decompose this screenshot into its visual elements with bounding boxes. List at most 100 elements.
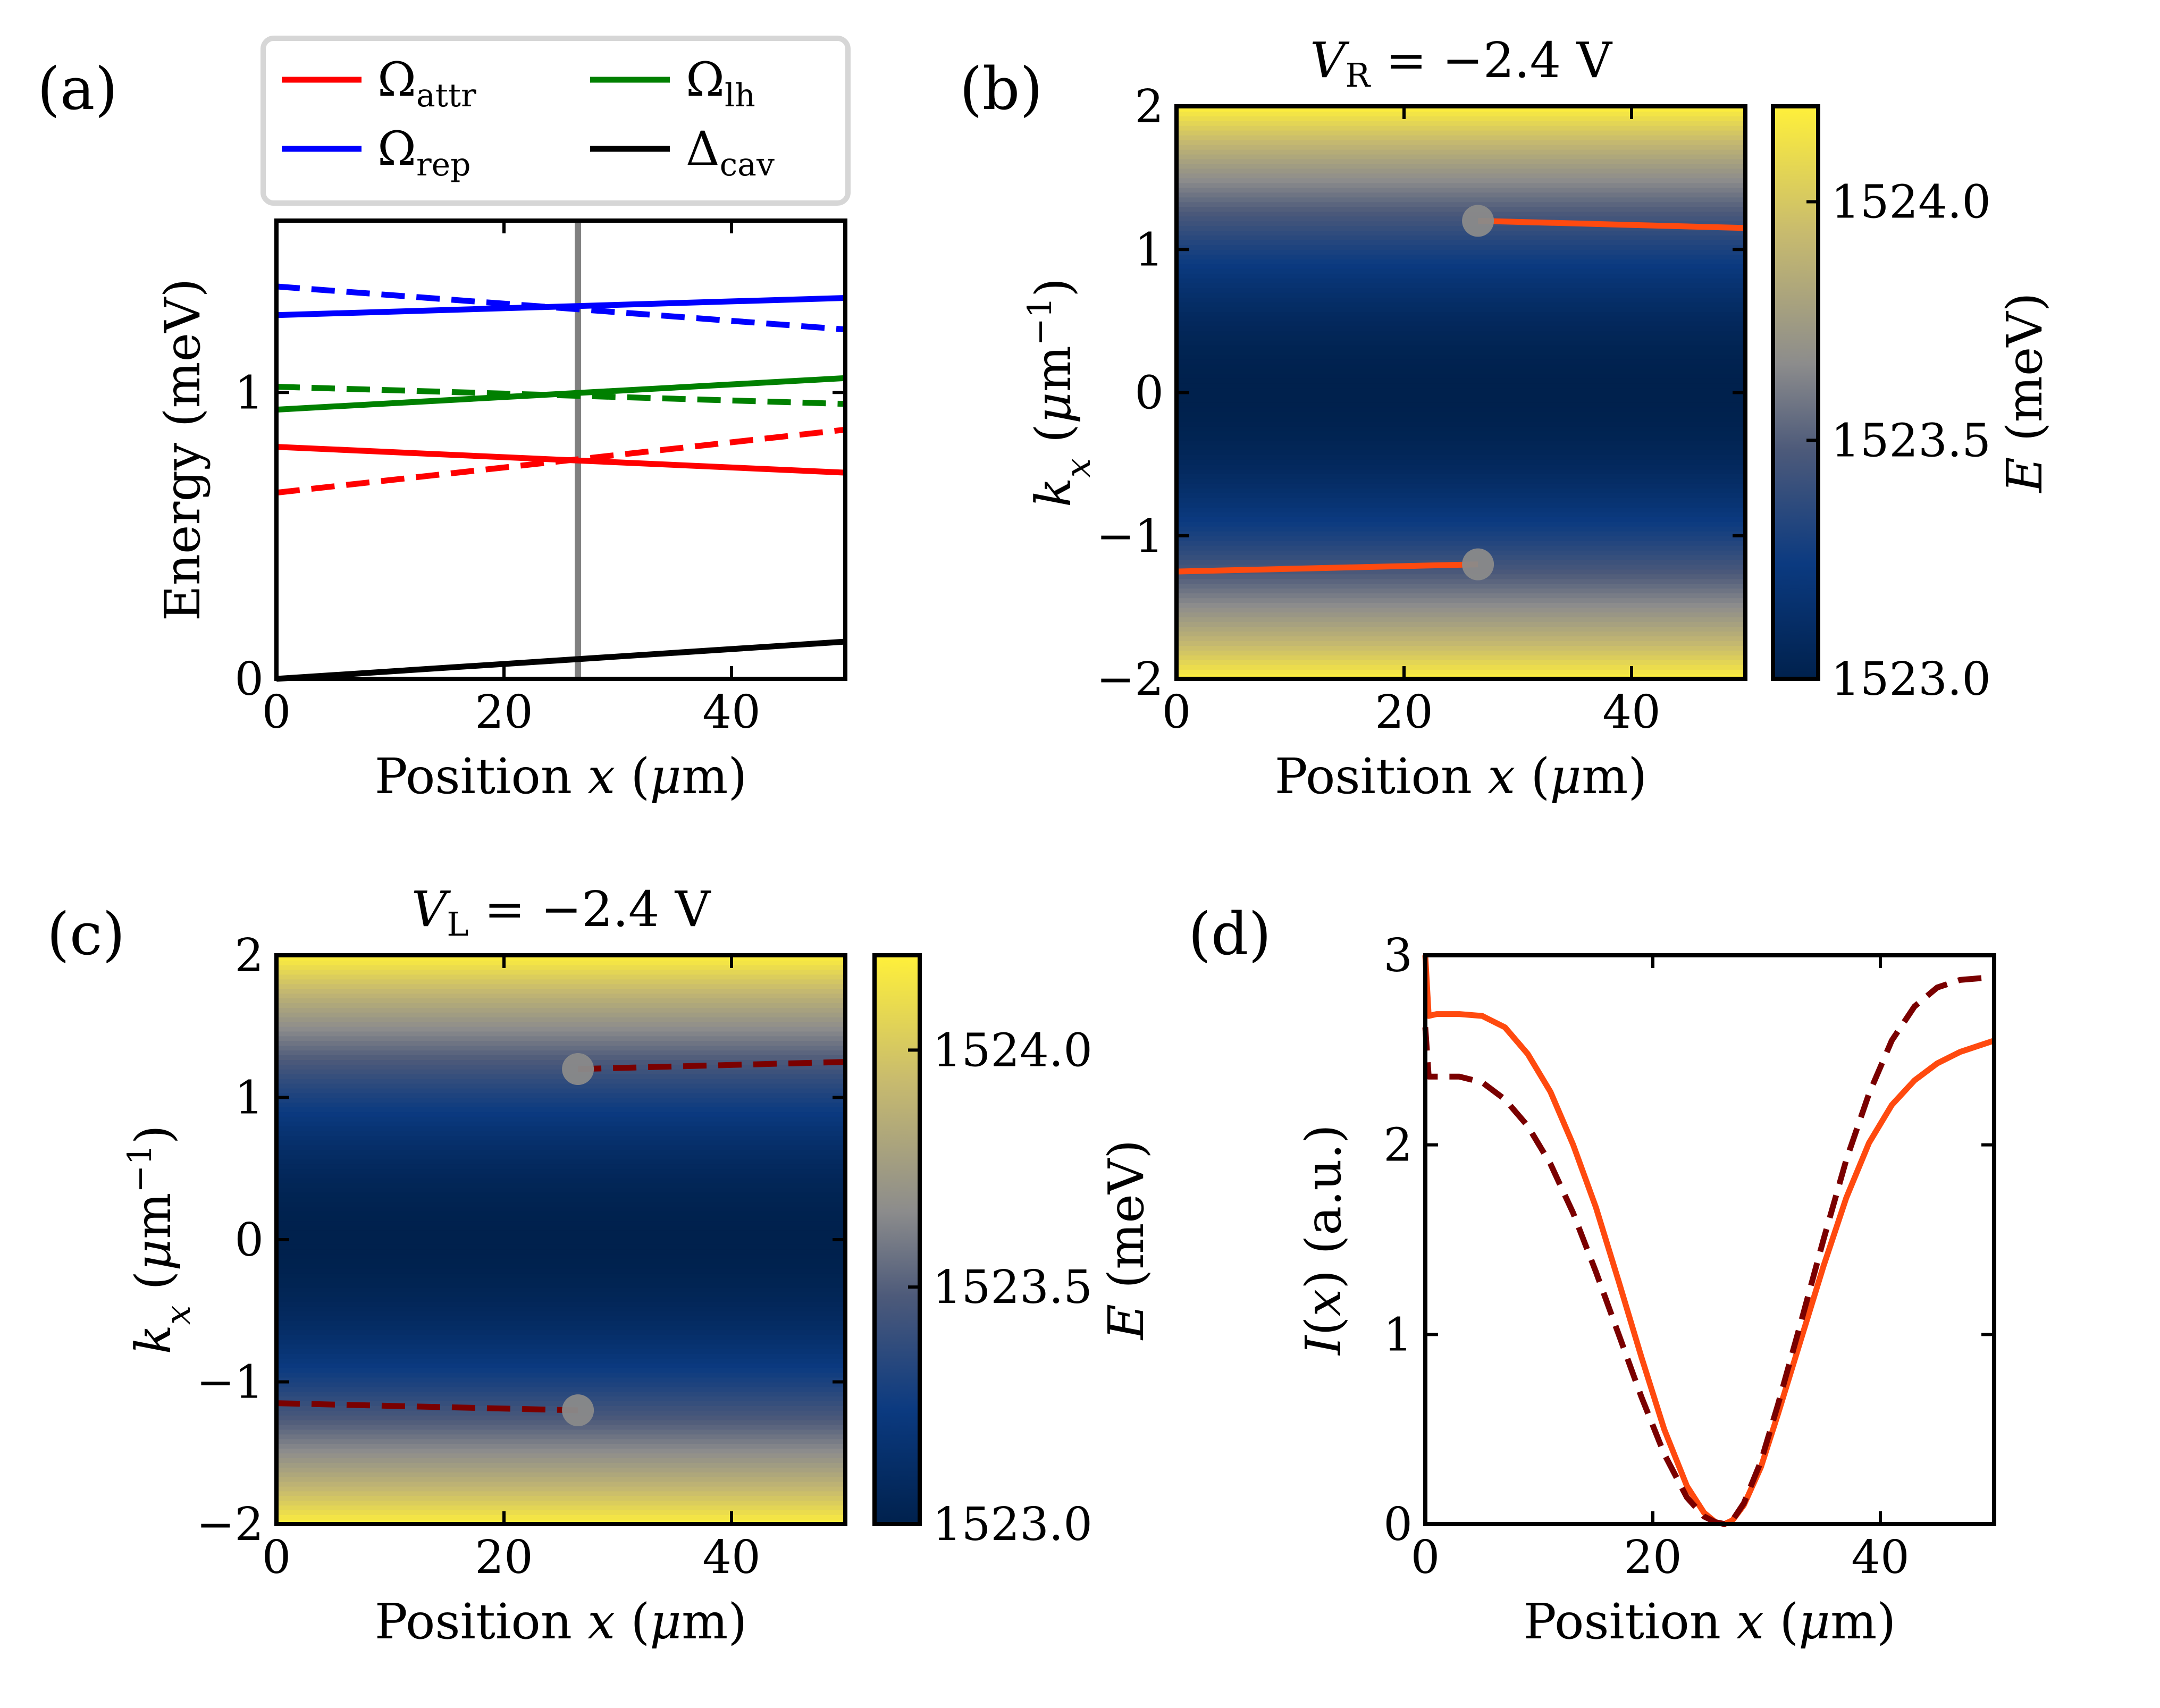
heatmap-band [1176, 664, 1745, 670]
panel-a-axes [274, 218, 847, 681]
heatmap-band [1176, 240, 1745, 246]
series-rep-dashed [276, 283, 846, 333]
heatmap-band [276, 1253, 845, 1259]
panel-a-frame [274, 218, 847, 681]
heatmap-band [276, 1386, 845, 1392]
heatmap-band [276, 1036, 845, 1041]
marker-point [562, 1053, 594, 1085]
heatmap-band [276, 1130, 845, 1136]
heatmap-band [1176, 641, 1745, 646]
x-tick-label: 40 [702, 1531, 760, 1584]
heatmap-band [1176, 435, 1745, 441]
heatmap-band [276, 1088, 845, 1093]
y-tick-label: 2 [234, 929, 264, 982]
heatmap-band [1176, 373, 1745, 379]
y-tick-label: 0 [1383, 1498, 1413, 1551]
heatmap-band [276, 988, 845, 994]
x-tick-label: 40 [1851, 1531, 1909, 1584]
heatmap-band [276, 1362, 845, 1368]
heatmap-band [1176, 292, 1745, 298]
heatmap-band [1176, 354, 1745, 360]
heatmap-band [276, 1491, 845, 1496]
series-darkred [1422, 975, 1994, 1527]
x-axis-label: Position x (μm) [375, 1593, 747, 1650]
legend-label-cav: Δcav [686, 121, 775, 183]
heatmap-band [276, 1183, 845, 1188]
heatmap-band [1176, 359, 1745, 365]
heatmap-band [1176, 163, 1745, 169]
heatmap-band [1176, 545, 1745, 551]
panel-b-title: VR = −2.4 V [1310, 32, 1612, 95]
y-tick-label: 2 [1134, 80, 1164, 133]
heatmap-band [1176, 340, 1745, 346]
heatmap-band [1176, 507, 1745, 512]
heatmap-band [276, 1192, 845, 1198]
heatmap-band [1176, 216, 1745, 222]
heatmap-band [276, 1083, 845, 1089]
heatmap-band [1176, 321, 1745, 326]
heatmap-band [1176, 645, 1745, 651]
heatmap-band [1176, 416, 1745, 422]
panel-b-heatmap [1176, 106, 1745, 679]
heatmap-band [1176, 221, 1745, 226]
heatmap-band [276, 1315, 845, 1321]
heatmap-band [1176, 259, 1745, 264]
heatmap-band [1176, 134, 1745, 140]
heatmap-band [1176, 344, 1745, 350]
y-tick-label: 1 [1383, 1308, 1413, 1361]
heatmap-band [1176, 440, 1745, 446]
heatmap-band [276, 1012, 845, 1017]
heatmap-band [276, 1510, 845, 1515]
heatmap-band [276, 1121, 845, 1126]
heatmap-band [1176, 455, 1745, 460]
heatmap-band [276, 1419, 845, 1425]
heatmap-band [276, 1325, 845, 1331]
heatmap-band [276, 1102, 845, 1108]
heatmap-band [1176, 235, 1745, 241]
heatmap-band [276, 1415, 845, 1420]
marker-point [1462, 205, 1494, 237]
heatmap-band [1176, 650, 1745, 655]
y-axis-label: Energy (meV) [154, 279, 211, 621]
y-tick-label: −1 [196, 1356, 264, 1409]
heatmap-band [276, 1500, 845, 1506]
panel-a-lines [276, 221, 846, 682]
heatmap-band [1176, 283, 1745, 288]
heatmap-band [276, 1211, 845, 1217]
panel-label: (d) [1188, 900, 1271, 968]
heatmap-band [276, 1301, 845, 1307]
series-orange [1422, 955, 1995, 1527]
heatmap-band [276, 1244, 845, 1250]
heatmap-band [1176, 588, 1745, 594]
heatmap-band [276, 1429, 845, 1435]
heatmap-band [1176, 421, 1745, 427]
heatmap-band [1176, 273, 1745, 279]
x-axis-label: Position x (μm) [375, 748, 747, 805]
heatmap-band [276, 1159, 845, 1165]
heatmap-band [1176, 669, 1745, 675]
y-tick-label: 0 [234, 653, 264, 706]
heatmap-band [1176, 492, 1745, 498]
heatmap-band [1176, 569, 1745, 575]
panel-c-lines [276, 1053, 846, 1426]
heatmap-band [1176, 550, 1745, 556]
y-tick-label: −2 [1096, 653, 1164, 706]
heatmap-band [1176, 230, 1745, 236]
heatmap-band [276, 1164, 845, 1169]
heatmap-band [276, 1268, 845, 1274]
series-lh-dashed [276, 384, 846, 407]
heatmap-band [276, 1031, 845, 1037]
heatmap-band [276, 1462, 845, 1468]
y-tick-label: −2 [196, 1498, 264, 1551]
legend-label-lh: Ωlh [686, 52, 755, 114]
heatmap-band [276, 1021, 845, 1027]
heatmap-band [1176, 411, 1745, 417]
heatmap-band [276, 1258, 845, 1264]
x-tick-label: 0 [262, 1531, 291, 1584]
heatmap-band [276, 1197, 845, 1202]
heatmap-band [1176, 178, 1745, 183]
heatmap-band [276, 974, 845, 980]
y-tick-label: 0 [234, 1214, 264, 1267]
x-tick-label: 0 [262, 686, 291, 739]
heatmap-band [1176, 325, 1745, 331]
